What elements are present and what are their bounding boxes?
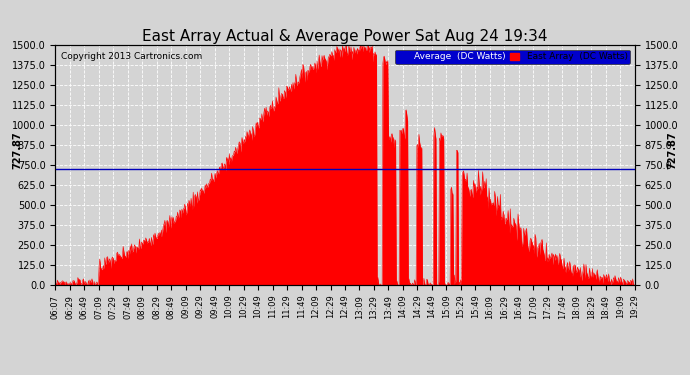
Title: East Array Actual & Average Power Sat Aug 24 19:34: East Array Actual & Average Power Sat Au… [142, 29, 548, 44]
Text: 727.87: 727.87 [667, 131, 678, 168]
Text: 727.87: 727.87 [12, 131, 23, 168]
Text: Copyright 2013 Cartronics.com: Copyright 2013 Cartronics.com [61, 52, 202, 61]
Legend: Average  (DC Watts), East Array  (DC Watts): Average (DC Watts), East Array (DC Watts… [395, 50, 630, 64]
